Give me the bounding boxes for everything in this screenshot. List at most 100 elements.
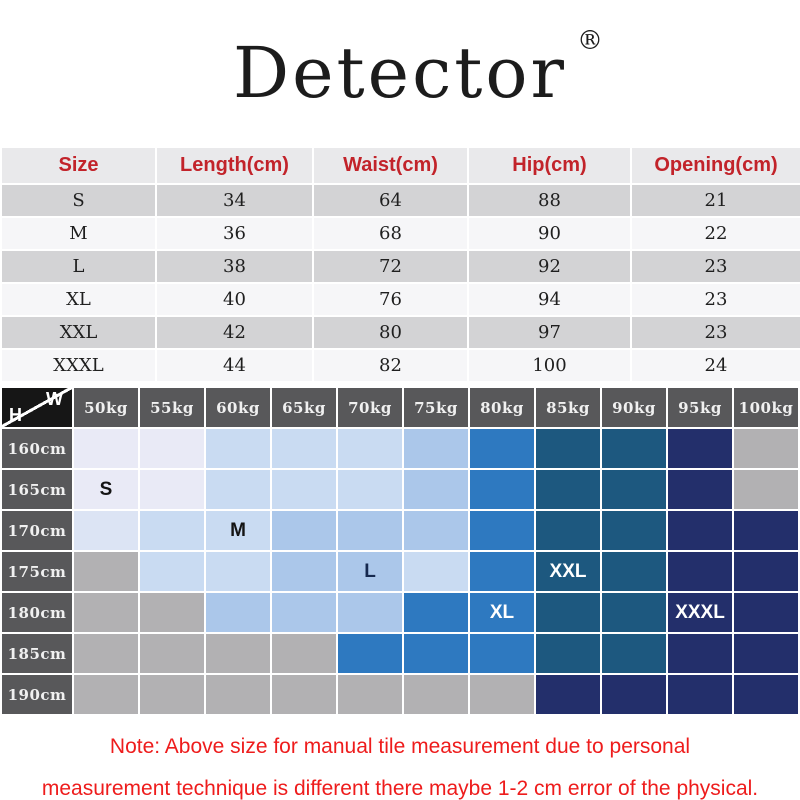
size-label: L bbox=[364, 560, 376, 582]
matrix-cell bbox=[734, 429, 798, 468]
matrix-cell bbox=[74, 511, 138, 550]
weight-header-cell: 55kg bbox=[140, 388, 204, 427]
matrix-cell bbox=[338, 470, 402, 509]
size-table-row: XXL 42 80 97 23 bbox=[0, 315, 800, 350]
size-table-header-cell: Waist(cm) bbox=[312, 146, 469, 185]
size-table-cell: 36 bbox=[155, 216, 314, 251]
height-header-cell: 185cm bbox=[2, 634, 72, 673]
size-table-cell: 92 bbox=[467, 249, 632, 284]
weight-header-cell: 70kg bbox=[338, 388, 402, 427]
matrix-cell bbox=[536, 470, 600, 509]
matrix-cell bbox=[338, 511, 402, 550]
matrix-cell bbox=[140, 593, 204, 632]
size-table-cell: 38 bbox=[155, 249, 314, 284]
size-table-cell: XL bbox=[0, 282, 157, 317]
matrix-cell bbox=[140, 552, 204, 591]
weight-header-cell: 75kg bbox=[404, 388, 468, 427]
height-header-cell: 180cm bbox=[2, 593, 72, 632]
size-table-cell: 24 bbox=[630, 348, 800, 383]
size-table-cell: 23 bbox=[630, 315, 800, 350]
size-label: XXXL bbox=[675, 601, 725, 623]
size-label: M bbox=[230, 519, 246, 541]
matrix-cell bbox=[404, 511, 468, 550]
matrix-cell bbox=[470, 429, 534, 468]
matrix-cell bbox=[602, 634, 666, 673]
matrix-cell bbox=[338, 593, 402, 632]
size-table-header-cell: Hip(cm) bbox=[467, 146, 632, 185]
matrix-cell bbox=[470, 675, 534, 714]
size-table-cell: 23 bbox=[630, 249, 800, 284]
matrix-cell: XXL bbox=[536, 552, 600, 591]
matrix-cell bbox=[536, 634, 600, 673]
matrix-cell bbox=[536, 511, 600, 550]
weight-header-cell: 95kg bbox=[668, 388, 732, 427]
size-table-cell: 97 bbox=[467, 315, 632, 350]
size-label: S bbox=[99, 478, 113, 500]
matrix-cell bbox=[272, 470, 336, 509]
matrix-cell bbox=[404, 429, 468, 468]
size-table-header-cell: Opening(cm) bbox=[630, 146, 800, 185]
size-table: Size Length(cm) Waist(cm) Hip(cm) Opening(cm… bbox=[0, 146, 800, 383]
weight-header-cell: 60kg bbox=[206, 388, 270, 427]
matrix-cell bbox=[668, 675, 732, 714]
matrix-cell bbox=[668, 470, 732, 509]
matrix-cell bbox=[140, 634, 204, 673]
height-axis-label: H bbox=[9, 405, 22, 425]
size-table-cell: 40 bbox=[155, 282, 314, 317]
matrix-cell bbox=[404, 552, 468, 591]
height-header-cell: 160cm bbox=[2, 429, 72, 468]
size-table-cell: XXXL bbox=[0, 348, 157, 383]
matrix-cell: S bbox=[74, 470, 138, 509]
size-table-cell: 100 bbox=[467, 348, 632, 383]
weight-header-cell: 90kg bbox=[602, 388, 666, 427]
registered-trademark-icon: ® bbox=[577, 26, 604, 56]
weight-axis-label: W bbox=[46, 389, 63, 409]
size-table-cell: L bbox=[0, 249, 157, 284]
matrix-cell bbox=[206, 429, 270, 468]
matrix-cell: XL bbox=[470, 593, 534, 632]
matrix-cell bbox=[404, 593, 468, 632]
matrix-cell bbox=[140, 511, 204, 550]
size-table-row: XXXL 44 82 100 24 bbox=[0, 348, 800, 383]
size-matrix: W H 50kg 55kg 60kg 65kg 70kg 75kg 80kg 85kg 90kg… bbox=[0, 388, 800, 714]
matrix-cell: M bbox=[206, 511, 270, 550]
matrix-cell bbox=[74, 429, 138, 468]
matrix-cell bbox=[338, 429, 402, 468]
size-table-cell: 72 bbox=[312, 249, 469, 284]
matrix-cell bbox=[734, 470, 798, 509]
matrix-cell bbox=[140, 470, 204, 509]
matrix-cell bbox=[602, 470, 666, 509]
matrix-cell bbox=[734, 675, 798, 714]
size-table-cell: 64 bbox=[312, 183, 469, 218]
size-table-cell: 44 bbox=[155, 348, 314, 383]
size-table-cell: 21 bbox=[630, 183, 800, 218]
matrix-cell bbox=[206, 552, 270, 591]
height-header-cell: 165cm bbox=[2, 470, 72, 509]
size-table-cell: 90 bbox=[467, 216, 632, 251]
matrix-cell bbox=[74, 634, 138, 673]
matrix-cell bbox=[668, 429, 732, 468]
weight-header-cell: 85kg bbox=[536, 388, 600, 427]
size-table-row: M 36 68 90 22 bbox=[0, 216, 800, 251]
matrix-cell bbox=[272, 675, 336, 714]
size-table-cell: 23 bbox=[630, 282, 800, 317]
matrix-cell bbox=[272, 634, 336, 673]
size-table-header-cell: Length(cm) bbox=[155, 146, 314, 185]
size-label: XL bbox=[489, 601, 515, 623]
size-table-row: XL 40 76 94 23 bbox=[0, 282, 800, 317]
matrix-cell bbox=[536, 675, 600, 714]
matrix-cell bbox=[272, 552, 336, 591]
matrix-cell bbox=[338, 634, 402, 673]
size-table-body: S 34 64 88 21 M 36 68 90 22 L 38 72 92 23 XL 40 76 94 23 XXL… bbox=[0, 183, 800, 383]
matrix-cell bbox=[734, 511, 798, 550]
matrix-cell bbox=[404, 675, 468, 714]
size-table-cell: 42 bbox=[155, 315, 314, 350]
matrix-cell bbox=[74, 675, 138, 714]
matrix-cell bbox=[206, 634, 270, 673]
size-table-cell: S bbox=[0, 183, 157, 218]
matrix-cell bbox=[404, 634, 468, 673]
matrix-cell bbox=[272, 511, 336, 550]
size-table-cell: 88 bbox=[467, 183, 632, 218]
size-table-header: Size Length(cm) Waist(cm) Hip(cm) Opening(cm… bbox=[0, 146, 800, 185]
height-header-cell: 175cm bbox=[2, 552, 72, 591]
